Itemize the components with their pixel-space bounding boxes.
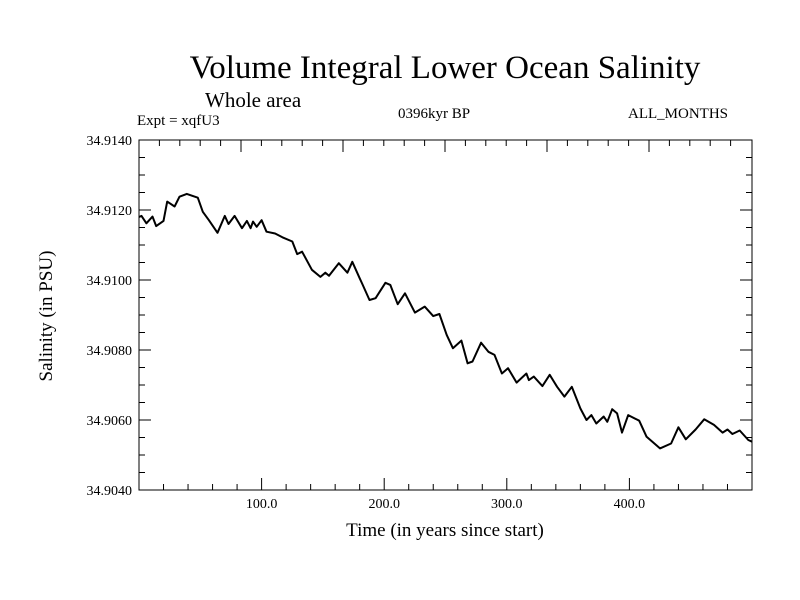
x-axis-label: Time (in years since start) — [346, 520, 544, 541]
chart-subtitle: Whole area — [205, 88, 302, 112]
salinity-line — [138, 192, 753, 450]
period-label: 0396kyr BP — [398, 106, 471, 122]
x-tick-label: 400.0 — [614, 497, 646, 512]
y-tick-label: 34.9080 — [87, 344, 133, 359]
y-tick-label: 34.9140 — [87, 134, 133, 149]
y-tick-label: 34.9100 — [87, 274, 133, 289]
plot-frame — [138, 139, 753, 491]
x-tick-label: 300.0 — [491, 497, 523, 512]
y-tick-label: 34.9040 — [87, 484, 133, 499]
experiment-label: Expt = xqfU3 — [137, 113, 220, 129]
y-tick-label: 34.9060 — [87, 414, 133, 429]
x-tick-label: 200.0 — [368, 497, 400, 512]
x-tick-label: 100.0 — [246, 497, 278, 512]
y-tick-label: 34.9120 — [87, 204, 133, 219]
months-label: ALL_MONTHS — [628, 106, 728, 122]
chart-title: Volume Integral Lower Ocean Salinity — [189, 50, 701, 86]
